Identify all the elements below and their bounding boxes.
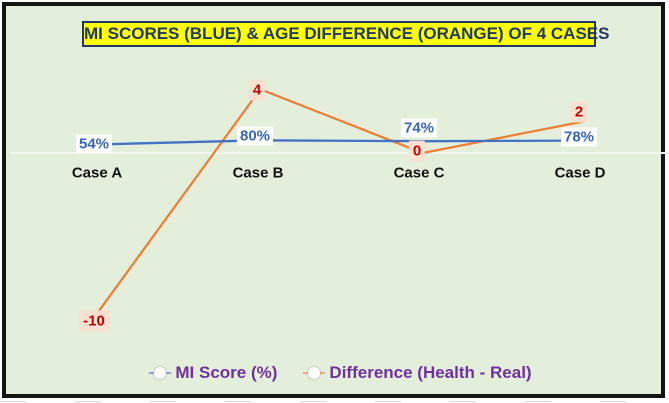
mi-score-label: 74% [400, 118, 438, 138]
mi-score-marker-icon [149, 366, 172, 380]
category-label-case-d: Case D [554, 164, 606, 182]
difference-label: -10 [79, 310, 109, 332]
spreadsheet-cell-edge [0, 401, 669, 402]
chart-area: MI SCORES (BLUE) & AGE DIFFERENCE (ORANG… [2, 2, 669, 398]
difference-marker-icon [303, 366, 326, 380]
legend-label: Difference (Health - Real) [329, 363, 532, 382]
chart-title: MI SCORES (BLUE) & AGE DIFFERENCE (ORANG… [82, 21, 609, 47]
difference-label: 2 [570, 101, 588, 123]
difference-line [96, 88, 586, 314]
category-label-case-b: Case B [232, 164, 284, 182]
difference-label: 4 [248, 79, 266, 101]
legend-item-difference: Difference (Health - Real) [303, 363, 532, 383]
legend-item-mi-score: MI Score (%) [149, 363, 277, 383]
difference-label: 0 [408, 140, 426, 162]
mi-score-label: 78% [560, 127, 598, 147]
mi-score-label: 80% [236, 126, 274, 146]
category-label-case-c: Case C [393, 164, 445, 182]
mi-score-line [97, 139, 586, 146]
legend-label: MI Score (%) [175, 363, 278, 382]
chart-legend: MI Score (%) Difference (Health - Real) [6, 361, 669, 385]
mi-score-label: 54% [75, 134, 113, 154]
category-label-case-a: Case A [71, 164, 123, 182]
plot-canvas [11, 88, 669, 314]
